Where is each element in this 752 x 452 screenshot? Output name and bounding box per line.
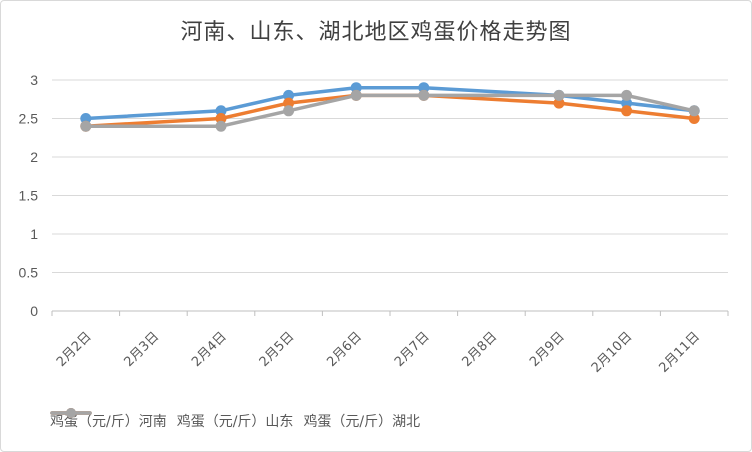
data-point-series-2 xyxy=(553,89,565,101)
chart-title: 河南、山东、湖北地区鸡蛋价格走势图 xyxy=(180,20,572,45)
data-point-series-2 xyxy=(283,105,295,117)
y-tick-label: 2.5 xyxy=(19,111,39,127)
data-point-series-2 xyxy=(621,89,633,101)
x-tick-label: 2月10日 xyxy=(589,329,636,376)
legend-item: 鸡蛋（元/斤）山东 xyxy=(50,408,294,431)
y-tick-label: 3 xyxy=(30,72,38,88)
data-point-series-2 xyxy=(350,89,362,101)
data-point-series-2 xyxy=(418,89,430,101)
series-line-2 xyxy=(84,93,696,128)
legend-swatch xyxy=(50,408,92,418)
legend-item: 鸡蛋（元/斤）湖北 xyxy=(50,408,421,431)
x-tick-label: 2月8日 xyxy=(460,329,501,370)
y-tick-label: 0.5 xyxy=(19,265,39,281)
data-point-series-2 xyxy=(215,120,227,132)
legend-label: 鸡蛋（元/斤）山东 xyxy=(176,414,294,430)
x-tick-label: 2月5日 xyxy=(257,329,298,370)
x-tick-label: 2月2日 xyxy=(54,329,95,370)
x-tick-label: 2月11日 xyxy=(656,329,703,376)
legend-label: 鸡蛋（元/斤）河南 xyxy=(50,414,167,430)
data-point-series-2 xyxy=(80,120,92,132)
data-point-series-2 xyxy=(688,105,700,117)
y-tick-label: 2 xyxy=(30,149,38,165)
series-line-0 xyxy=(84,85,696,121)
x-tick-label: 2月4日 xyxy=(189,329,230,370)
chart-legend: 鸡蛋（元/斤）河南 鸡蛋（元/斤）山东 鸡蛋（元/斤）湖北 xyxy=(50,406,420,436)
y-tick-label: 1.5 xyxy=(19,188,39,204)
y-tick-label: 1 xyxy=(30,226,38,242)
x-tick-label: 2月6日 xyxy=(324,329,365,370)
data-point-series-1 xyxy=(621,105,633,117)
x-tick-label: 2月7日 xyxy=(392,329,433,370)
y-tick-label: 0 xyxy=(30,303,38,319)
legend-label: 鸡蛋（元/斤）湖北 xyxy=(303,414,421,430)
x-tick-label: 2月3日 xyxy=(122,329,163,370)
x-tick-label: 2月9日 xyxy=(527,329,568,370)
